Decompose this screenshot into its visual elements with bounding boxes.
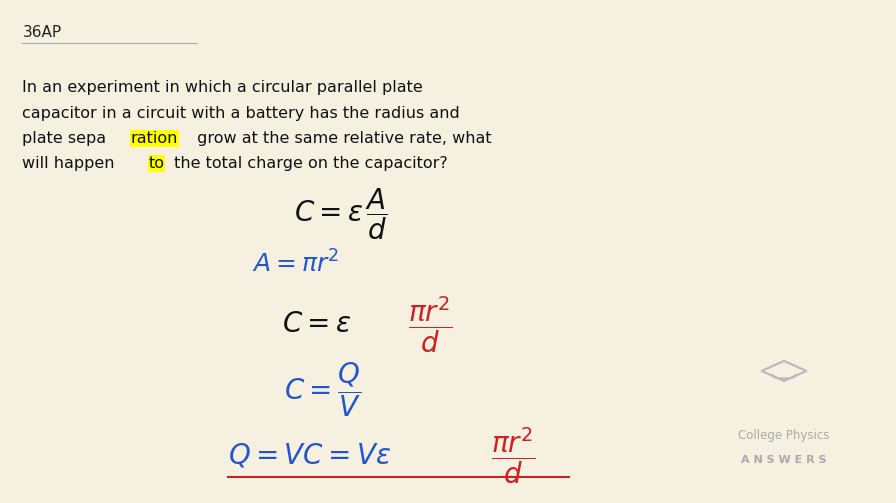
Text: will happen: will happen bbox=[22, 156, 120, 171]
Text: grow at the same relative rate, what: grow at the same relative rate, what bbox=[192, 131, 492, 146]
Text: ration: ration bbox=[131, 131, 178, 146]
Text: to: to bbox=[149, 156, 164, 171]
Text: capacitor in a circuit with a battery has the radius and: capacitor in a circuit with a battery ha… bbox=[22, 106, 461, 121]
Text: In an experiment in which a circular parallel plate: In an experiment in which a circular par… bbox=[22, 80, 423, 96]
Text: $\mathit{C} = \varepsilon \,$: $\mathit{C} = \varepsilon \,$ bbox=[282, 311, 352, 338]
Text: 36AP: 36AP bbox=[22, 25, 62, 40]
Text: $\mathit{Q} = \mathit{V}\mathit{C} = \mathit{V}\varepsilon \,$: $\mathit{Q} = \mathit{V}\mathit{C} = \ma… bbox=[228, 441, 392, 469]
Text: $\mathit{C} = \varepsilon \, \dfrac{A}{d}$: $\mathit{C} = \varepsilon \, \dfrac{A}{d… bbox=[294, 186, 387, 241]
Text: plate sepa: plate sepa bbox=[22, 131, 107, 146]
Text: $\mathit{A} = \pi \mathit{r}^2$: $\mathit{A} = \pi \mathit{r}^2$ bbox=[252, 250, 340, 278]
Text: $\dfrac{\pi \mathit{r}^2}{d}$: $\dfrac{\pi \mathit{r}^2}{d}$ bbox=[408, 294, 452, 355]
Text: the total charge on the capacitor?: the total charge on the capacitor? bbox=[169, 156, 448, 171]
Text: College Physics: College Physics bbox=[738, 429, 830, 442]
Text: $\mathit{C} = \dfrac{Q}{V}$: $\mathit{C} = \dfrac{Q}{V}$ bbox=[284, 361, 361, 419]
Text: $\dfrac{\pi \mathit{r}^2}{d}$: $\dfrac{\pi \mathit{r}^2}{d}$ bbox=[491, 425, 536, 485]
Text: A N S W E R S: A N S W E R S bbox=[741, 455, 827, 465]
